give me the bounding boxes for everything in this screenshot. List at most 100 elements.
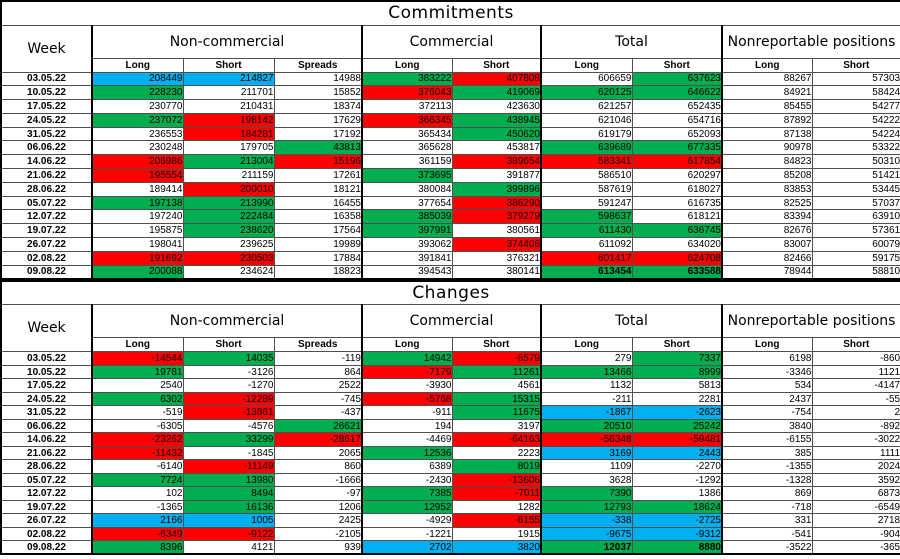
value-cell: 18374 xyxy=(273,99,363,114)
value-cell: -6579 xyxy=(451,351,542,366)
value-cell: 236553 xyxy=(91,126,184,142)
column-header-spreads: Spreads xyxy=(273,57,363,73)
week-cell: 17.05.22 xyxy=(0,99,93,114)
column-header-long: Long xyxy=(361,57,453,73)
value-cell: -6155 xyxy=(451,513,542,528)
table-row: 14.06.22 206986 213004 15196 361159 389654 583… xyxy=(0,154,900,170)
table-row: 09.08.22 200088 234624 18823 394543 380141 613… xyxy=(0,264,900,280)
value-cell: 33299 xyxy=(182,432,275,447)
value-cell: 617854 xyxy=(631,154,723,170)
table-row: 28.06.22 189414 200010 18121 380084 399896 587… xyxy=(0,181,900,197)
value-cell: 78944 xyxy=(721,264,813,280)
table-row: 31.05.22 -519 -13861 -437 -911 11675 -1867 -262… xyxy=(0,405,900,420)
value-cell: -3930 xyxy=(361,378,453,393)
value-cell: -56348 xyxy=(540,432,633,447)
value-cell: 82466 xyxy=(721,250,813,266)
value-cell: 211159 xyxy=(182,168,275,183)
value-cell: 26621 xyxy=(273,418,363,434)
table-row: 14.06.22 -23262 33299 -28617 -4469 -64163 -563… xyxy=(0,432,900,447)
value-cell: 84921 xyxy=(721,85,813,101)
week-cell: 05.07.22 xyxy=(0,195,93,211)
value-cell: 3197 xyxy=(451,418,542,434)
value-cell: 393062 xyxy=(361,237,453,252)
value-cell: 7385 xyxy=(361,486,453,501)
table-row: 06.06.22 230248 179705 43813 365628 453817 639… xyxy=(0,140,900,156)
value-cell: 385039 xyxy=(361,209,453,225)
value-cell: 198041 xyxy=(91,237,184,252)
value-cell: 58424 xyxy=(811,85,900,101)
value-cell: 83007 xyxy=(721,237,813,252)
week-cell: 14.06.22 xyxy=(0,154,93,170)
value-cell: 453817 xyxy=(451,140,542,156)
group-header-commercial: Commercial xyxy=(361,304,542,339)
value-cell: -2623 xyxy=(631,405,723,420)
value-cell: 20510 xyxy=(540,418,633,434)
week-cell: 24.05.22 xyxy=(0,391,93,407)
value-cell: 17564 xyxy=(273,223,363,239)
value-cell: 54222 xyxy=(811,112,900,128)
value-cell: 58810 xyxy=(811,264,900,280)
value-cell: 1109 xyxy=(540,459,633,474)
value-cell: 646622 xyxy=(631,85,723,101)
value-cell: 17884 xyxy=(273,250,363,266)
value-cell: 389654 xyxy=(451,154,542,170)
value-cell: -211 xyxy=(540,391,633,407)
value-cell: -860 xyxy=(811,351,900,366)
value-cell: -64163 xyxy=(451,432,542,447)
value-cell: 179705 xyxy=(182,140,275,156)
value-cell: 15315 xyxy=(451,391,542,407)
value-cell: -119 xyxy=(273,351,363,366)
value-cell: 391877 xyxy=(451,168,542,183)
value-cell: 366345 xyxy=(361,112,453,128)
column-header-spreads: Spreads xyxy=(273,337,363,353)
value-cell: 83853 xyxy=(721,181,813,197)
value-cell: 19989 xyxy=(273,237,363,252)
value-cell: 7337 xyxy=(631,351,723,366)
value-cell: 8999 xyxy=(631,364,723,380)
value-cell: 16358 xyxy=(273,209,363,225)
value-cell: 14988 xyxy=(273,71,363,87)
value-cell: 88267 xyxy=(721,71,813,87)
week-cell: 31.05.22 xyxy=(0,126,93,142)
value-cell: -519 xyxy=(91,405,184,420)
value-cell: 213004 xyxy=(182,154,275,170)
value-cell: -338 xyxy=(540,513,633,528)
value-cell: 1005 xyxy=(182,513,275,528)
value-cell: -6155 xyxy=(721,432,813,447)
value-cell: -3126 xyxy=(182,364,275,380)
value-cell: 376043 xyxy=(361,85,453,101)
week-cell: 21.06.22 xyxy=(0,445,93,461)
week-cell: 28.06.22 xyxy=(0,181,93,197)
value-cell: 373695 xyxy=(361,168,453,183)
column-header-long: Long xyxy=(721,337,813,353)
value-cell: 637623 xyxy=(631,71,723,87)
column-header-short: Short xyxy=(631,337,723,353)
value-cell: 210431 xyxy=(182,99,275,114)
table-row: 06.06.22 -6305 -4576 26621 194 3197 20510 25242… xyxy=(0,418,900,434)
changes-title-row: Changes xyxy=(0,280,900,306)
value-cell: 195875 xyxy=(91,223,184,239)
table-row: 10.05.22 19781 -3126 864 -7179 11261 13466 8999… xyxy=(0,364,900,380)
value-cell: 57037 xyxy=(811,195,900,211)
table-row: 03.05.22 -14544 14035 -119 14942 -6579 279 7337… xyxy=(0,351,900,366)
week-cell: 17.05.22 xyxy=(0,378,93,393)
value-cell: 331 xyxy=(721,513,813,528)
value-cell: 4121 xyxy=(182,540,275,555)
value-cell: -541 xyxy=(721,526,813,542)
table-row: 02.08.22 191692 230503 17884 391841 376321 601… xyxy=(0,250,900,266)
week-cell: 19.07.22 xyxy=(0,223,93,239)
week-cell: 21.06.22 xyxy=(0,168,93,183)
value-cell: 587619 xyxy=(540,181,633,197)
value-cell: 618121 xyxy=(631,209,723,225)
value-cell: 3169 xyxy=(540,445,633,461)
value-cell: -718 xyxy=(721,499,813,515)
value-cell: -1867 xyxy=(540,405,633,420)
table-row: 26.07.22 2166 1005 2425 -4929 -6155 -338 -2725 3… xyxy=(0,513,900,528)
value-cell: 83394 xyxy=(721,209,813,225)
value-cell: -892 xyxy=(811,418,900,434)
value-cell: 60079 xyxy=(811,237,900,252)
value-cell: 374406 xyxy=(451,237,542,252)
value-cell: -754 xyxy=(721,405,813,420)
value-cell: 2425 xyxy=(273,513,363,528)
week-cell: 31.05.22 xyxy=(0,405,93,420)
